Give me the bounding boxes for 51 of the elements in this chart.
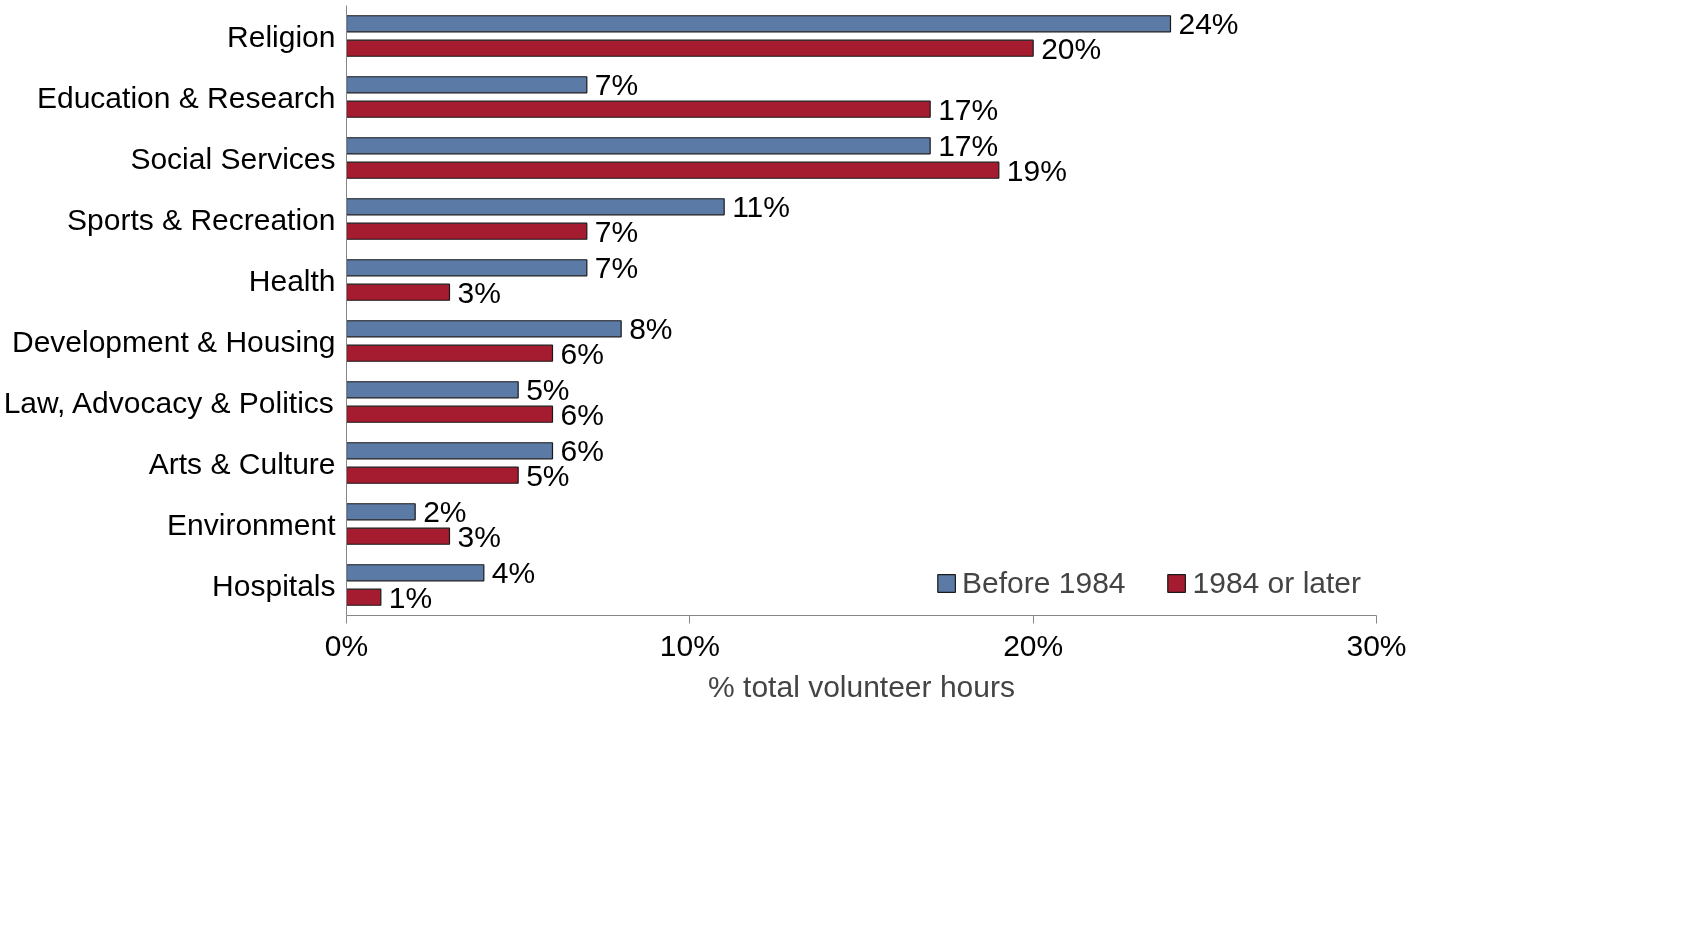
data-label: 17% [938, 92, 999, 126]
y-tick-label: Arts & Culture [148, 446, 336, 480]
x-tick-label: 0% [324, 628, 369, 662]
y-tick-label: Health [248, 263, 336, 297]
y-tick-label: Hospitals [212, 568, 336, 602]
bar [346, 100, 931, 118]
bar [346, 405, 554, 423]
bar [346, 381, 519, 399]
bar [346, 320, 622, 338]
data-label: 7% [594, 251, 639, 285]
x-tick-label: 20% [1003, 628, 1064, 662]
data-label: 4% [491, 556, 536, 590]
bar [346, 137, 931, 155]
bar [346, 15, 1172, 33]
y-tick-label: Social Services [130, 141, 336, 175]
legend-label: 1984 or later [1192, 566, 1361, 600]
data-label: 1% [388, 580, 433, 614]
bar [346, 442, 554, 460]
bar [346, 564, 485, 582]
x-tick-label: 10% [659, 628, 720, 662]
bar [346, 259, 588, 277]
data-label: 24% [1178, 7, 1239, 41]
data-label: 8% [629, 312, 673, 346]
data-label: 19% [1006, 153, 1067, 187]
bar [346, 588, 382, 606]
legend-label: Before 1984 [962, 566, 1126, 600]
data-label: 3% [457, 275, 501, 309]
data-label: 17% [938, 129, 999, 163]
data-label: 20% [1041, 31, 1102, 65]
bar [346, 39, 1034, 57]
data-label: 11% [732, 190, 790, 224]
bar [346, 527, 451, 545]
bar [346, 76, 588, 94]
bar [346, 198, 725, 216]
bar [346, 503, 416, 521]
y-tick-label: Development & Housing [11, 324, 336, 358]
y-tick-label: Law, Advocacy & Politics [3, 385, 334, 419]
data-label: 7% [594, 214, 639, 248]
bar [346, 283, 451, 301]
y-tick-label: Religion [227, 19, 336, 53]
y-tick-label: Education & Research [36, 80, 336, 114]
y-tick-label: Sports & Recreation [67, 202, 336, 236]
data-label: 6% [560, 336, 604, 370]
x-axis-title: % total volunteer hours [708, 669, 1015, 703]
bar [346, 222, 588, 240]
bar [346, 161, 1000, 179]
x-tick-label: 30% [1346, 628, 1407, 662]
data-label: 7% [594, 68, 639, 102]
y-tick-label: Environment [167, 507, 337, 541]
bar [346, 466, 519, 484]
bar [346, 344, 554, 362]
